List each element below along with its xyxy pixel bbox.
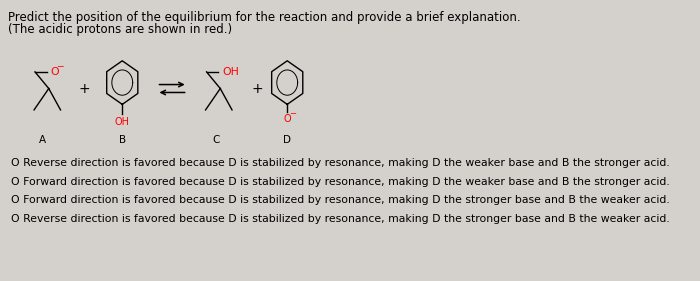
Text: OH: OH xyxy=(222,67,239,77)
Text: +: + xyxy=(251,81,262,96)
Text: O Forward direction is favored because D is stabilized by resonance, making D th: O Forward direction is favored because D… xyxy=(11,196,670,205)
Text: B: B xyxy=(119,135,126,145)
Text: OH: OH xyxy=(115,117,130,127)
Text: O Reverse direction is favored because D is stabilized by resonance, making D th: O Reverse direction is favored because D… xyxy=(11,214,670,224)
Text: C: C xyxy=(213,135,220,145)
Text: −: − xyxy=(57,62,64,71)
Text: A: A xyxy=(38,135,46,145)
Text: O Forward direction is favored because D is stabilized by resonance, making D th: O Forward direction is favored because D… xyxy=(11,177,670,187)
Text: +: + xyxy=(79,81,90,96)
Text: Predict the position of the equilibrium for the reaction and provide a brief exp: Predict the position of the equilibrium … xyxy=(8,11,521,24)
Text: D: D xyxy=(284,135,291,145)
Text: O: O xyxy=(50,67,60,77)
Text: O: O xyxy=(284,114,291,124)
Text: −: − xyxy=(289,109,296,118)
Text: O Reverse direction is favored because D is stabilized by resonance, making D th: O Reverse direction is favored because D… xyxy=(11,158,670,168)
Text: (The acidic protons are shown in red.): (The acidic protons are shown in red.) xyxy=(8,23,232,36)
